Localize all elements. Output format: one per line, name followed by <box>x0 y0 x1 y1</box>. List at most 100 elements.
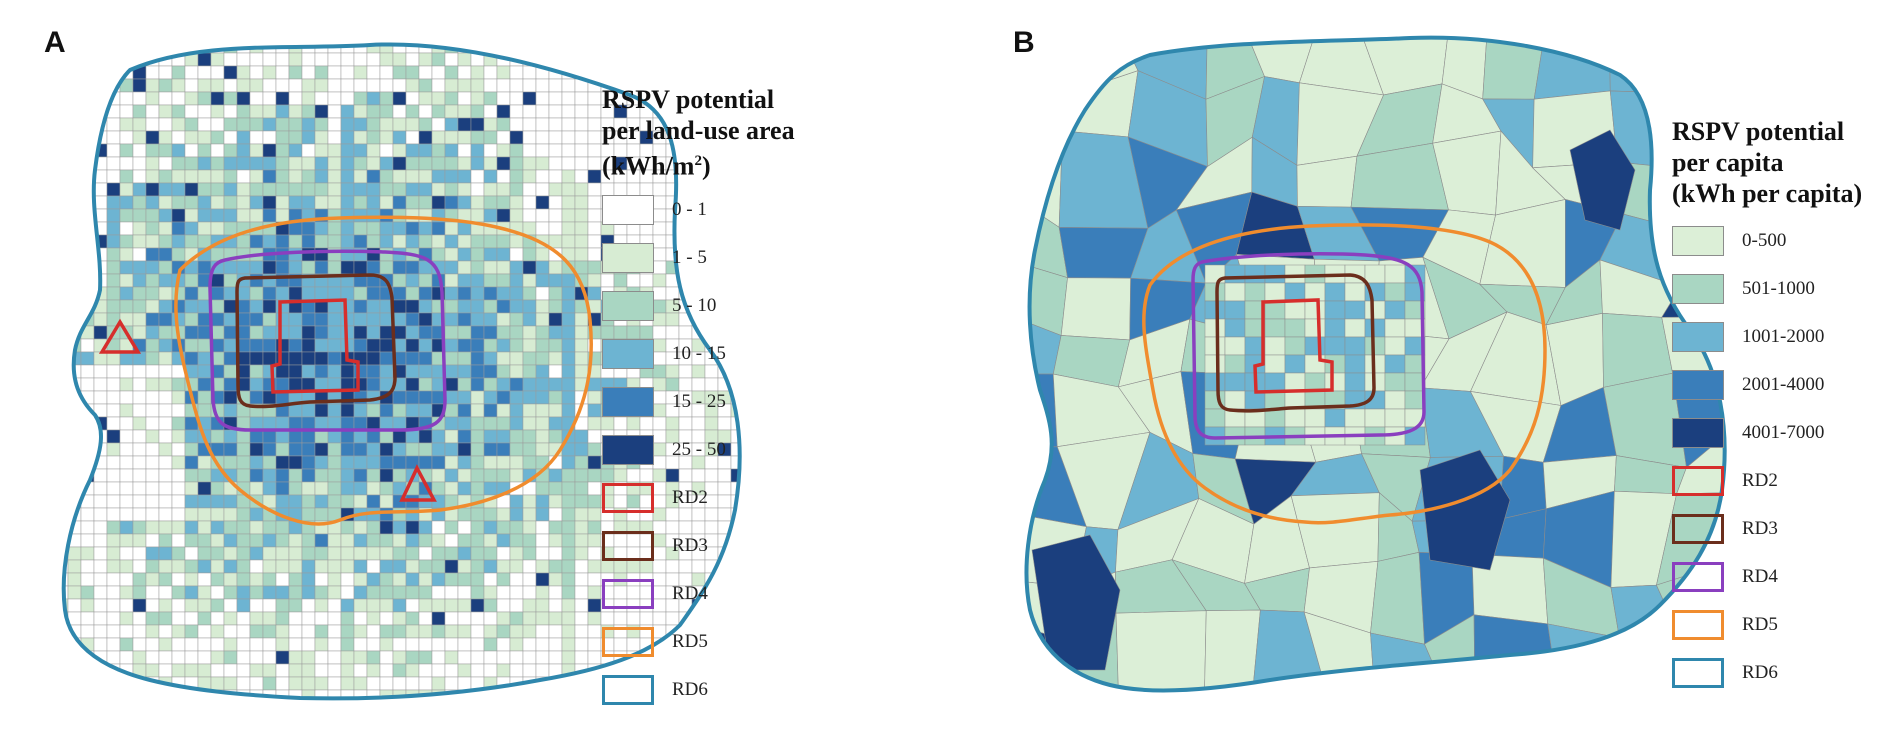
grid-cell <box>67 455 82 470</box>
grid-cell <box>275 130 290 145</box>
grid-cell <box>301 481 316 496</box>
grid-cell <box>119 429 134 444</box>
grid-cell <box>80 455 95 470</box>
grid-cell <box>626 44 641 54</box>
district-polygon <box>1264 408 1286 428</box>
grid-cell <box>496 429 511 444</box>
grid-cell <box>288 403 303 418</box>
grid-cell <box>483 624 498 639</box>
grid-cell <box>587 546 602 561</box>
grid-cell <box>236 169 251 184</box>
grid-cell <box>158 273 173 288</box>
grid-cell <box>353 559 368 574</box>
district-polygon <box>1204 318 1226 338</box>
grid-cell <box>522 494 537 509</box>
grid-cell <box>275 208 290 223</box>
grid-cell <box>63 416 69 431</box>
grid-cell <box>548 481 563 496</box>
grid-cell <box>457 247 472 262</box>
grid-cell <box>431 169 446 184</box>
grid-cell <box>184 650 199 665</box>
grid-cell <box>509 286 524 301</box>
grid-cell <box>171 44 186 54</box>
grid-cell <box>353 143 368 158</box>
grid-cell <box>366 364 381 379</box>
grid-cell <box>418 533 433 548</box>
grid-cell <box>314 338 329 353</box>
grid-cell <box>470 520 485 535</box>
grid-cell <box>158 286 173 301</box>
grid-cell <box>561 299 576 314</box>
grid-cell <box>93 507 108 522</box>
grid-cell <box>81 703 94 716</box>
grid-cell <box>340 52 355 67</box>
district-polygon <box>1224 282 1246 302</box>
grid-cell <box>210 611 225 626</box>
grid-cell <box>496 182 511 197</box>
grid-cell <box>63 455 69 470</box>
district-polygon <box>1324 354 1346 374</box>
grid-cell <box>340 468 355 483</box>
grid-cell <box>249 559 264 574</box>
grid-cell <box>665 65 680 80</box>
grid-cell <box>275 676 290 691</box>
grid-cell <box>340 429 355 444</box>
grid-cell <box>600 65 615 80</box>
grid-cell <box>483 273 498 288</box>
grid-cell <box>80 52 95 67</box>
grid-cell <box>145 195 160 210</box>
grid-cell <box>340 104 355 119</box>
grid-cell <box>509 325 524 340</box>
grid-cell <box>444 117 459 132</box>
grid-cell <box>249 546 264 561</box>
grid-cell <box>496 442 511 457</box>
grid-cell <box>561 156 576 171</box>
grid-cell <box>366 637 381 652</box>
grid-cell <box>301 195 316 210</box>
legend-label: RD2 <box>672 486 708 508</box>
grid-cell <box>80 572 95 587</box>
grid-cell <box>510 703 523 716</box>
grid-cell <box>587 169 602 184</box>
grid-cell <box>236 520 251 535</box>
grid-cell <box>197 403 212 418</box>
grid-cell <box>366 234 381 249</box>
grid-cell <box>171 130 186 145</box>
grid-cell <box>197 624 212 639</box>
grid-cell <box>210 130 225 145</box>
grid-cell <box>262 598 277 613</box>
grid-cell <box>249 195 264 210</box>
legend-swatch-outline <box>1672 466 1724 496</box>
grid-cell <box>184 195 199 210</box>
grid-cell <box>444 585 459 600</box>
grid-cell <box>353 403 368 418</box>
grid-cell <box>548 325 563 340</box>
grid-cell <box>210 169 225 184</box>
grid-cell <box>106 182 121 197</box>
grid-cell <box>379 117 394 132</box>
grid-cell <box>67 468 82 483</box>
grid-cell <box>405 377 420 392</box>
grid-cell <box>535 156 550 171</box>
grid-cell <box>93 663 108 678</box>
grid-cell <box>561 208 576 223</box>
grid-cell <box>145 455 160 470</box>
grid-cell <box>587 637 602 652</box>
grid-cell <box>93 312 108 327</box>
grid-cell <box>548 143 563 158</box>
grid-cell <box>509 234 524 249</box>
grid-cell <box>366 338 381 353</box>
grid-cell <box>93 377 108 392</box>
grid-cell <box>509 494 524 509</box>
grid-cell <box>301 156 316 171</box>
grid-cell <box>444 637 459 652</box>
grid-cell <box>587 221 602 236</box>
grid-cell <box>106 234 121 249</box>
grid-cell <box>496 338 511 353</box>
grid-cell <box>496 377 511 392</box>
grid-cell <box>197 650 212 665</box>
grid-cell <box>587 260 602 275</box>
grid-cell <box>574 44 589 54</box>
grid-cell <box>275 286 290 301</box>
grid-cell <box>405 221 420 236</box>
